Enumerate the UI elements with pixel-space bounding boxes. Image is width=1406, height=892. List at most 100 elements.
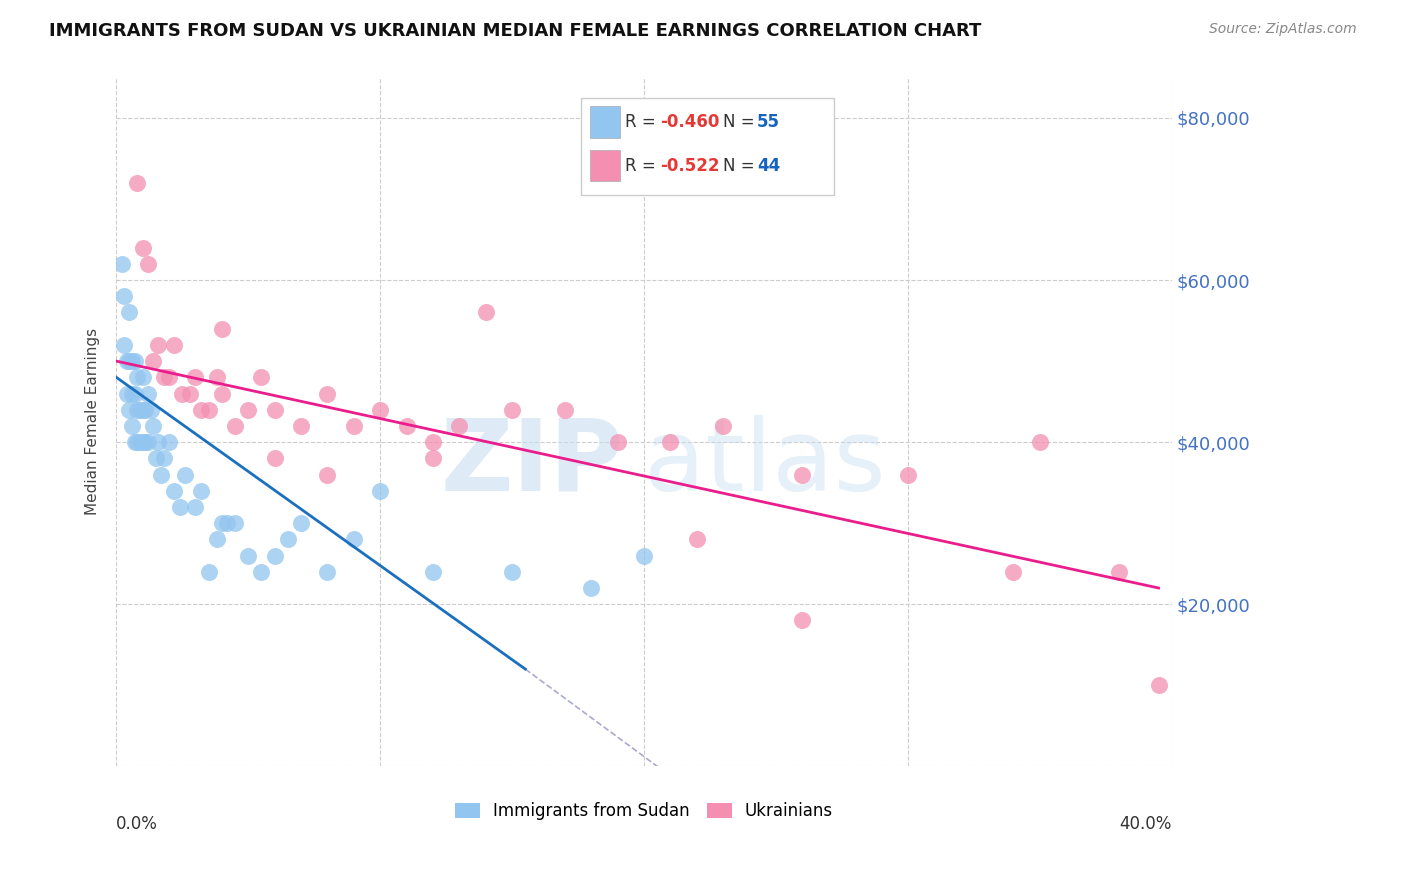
Point [184,370,207,384]
Point [190,402,212,417]
Point [127,402,149,417]
Text: N =: N = [723,113,761,131]
Point [131,370,153,384]
Point [290,419,312,434]
Point [179,386,201,401]
Point [554,402,576,417]
Point [163,483,186,498]
Point [152,451,174,466]
Point [184,500,207,514]
Point [118,354,141,368]
Point [224,516,246,531]
Point [211,516,233,531]
Point [152,370,174,384]
Point [145,451,167,466]
Point [606,435,628,450]
Point [131,402,153,417]
Text: 0.0%: 0.0% [117,814,157,832]
Point [792,614,814,628]
Text: R =: R = [626,113,661,131]
Point [112,289,135,303]
Text: atlas: atlas [644,415,886,512]
Point [172,386,194,401]
Point [163,338,186,352]
Point [422,451,444,466]
Point [136,386,159,401]
Point [250,565,273,579]
Point [205,533,228,547]
Point [205,370,228,384]
Point [501,565,523,579]
Point [190,483,212,498]
Point [129,435,152,450]
Point [316,386,339,401]
Point [501,402,523,417]
Point [131,435,153,450]
Point [127,435,149,450]
Text: R =: R = [626,157,661,175]
Point [136,435,159,450]
Text: IMMIGRANTS FROM SUDAN VS UKRAINIAN MEDIAN FEMALE EARNINGS CORRELATION CHART: IMMIGRANTS FROM SUDAN VS UKRAINIAN MEDIA… [49,22,981,40]
Point [238,549,260,563]
Text: 40.0%: 40.0% [1119,814,1171,832]
Point [173,467,195,482]
Point [197,402,219,417]
Text: ZIP: ZIP [440,415,623,512]
Point [1108,565,1130,579]
Point [368,402,391,417]
Point [659,435,682,450]
Y-axis label: Median Female Earnings: Median Female Earnings [86,328,100,516]
Point [134,402,156,417]
Point [395,419,418,434]
FancyBboxPatch shape [591,106,620,138]
Point [115,386,138,401]
FancyBboxPatch shape [591,150,620,181]
Point [343,533,366,547]
Point [110,257,132,271]
Point [238,402,260,417]
Point [169,500,191,514]
Point [157,370,180,384]
Point [148,435,170,450]
Point [129,402,152,417]
Point [211,321,233,335]
Point [115,354,138,368]
Point [581,581,603,595]
Point [224,419,246,434]
Point [277,533,299,547]
Point [139,402,162,417]
Point [150,467,173,482]
Point [121,386,143,401]
Point [142,419,165,434]
Point [316,565,339,579]
FancyBboxPatch shape [581,98,834,194]
Point [474,305,496,319]
Point [316,467,339,482]
Point [897,467,920,482]
Text: N =: N = [723,157,761,175]
Point [290,516,312,531]
Point [792,467,814,482]
Text: 44: 44 [756,157,780,175]
Point [250,370,273,384]
Point [633,549,655,563]
Point [197,565,219,579]
Point [136,257,159,271]
Point [711,419,734,434]
Point [112,338,135,352]
Point [263,451,285,466]
Point [124,386,146,401]
Point [118,305,141,319]
Point [263,549,285,563]
Point [134,435,156,450]
Text: 55: 55 [756,113,780,131]
Point [1029,435,1052,450]
Point [118,402,141,417]
Point [124,354,146,368]
Point [121,419,143,434]
Point [148,338,170,352]
Point [127,370,149,384]
Point [368,483,391,498]
Point [343,419,366,434]
Point [217,516,239,531]
